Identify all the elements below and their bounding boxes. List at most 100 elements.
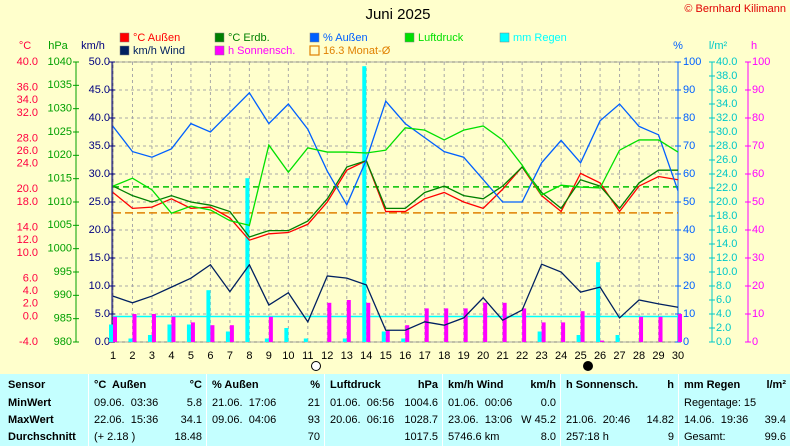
x-tick-label: 21 (497, 350, 509, 362)
cell-right: 8.0 (540, 431, 556, 443)
bar (615, 335, 620, 342)
column-separator (442, 374, 443, 446)
bar (576, 335, 581, 342)
bar (268, 316, 273, 342)
y-tick-label: 20 (752, 280, 764, 292)
x-tick-label: 10 (282, 350, 294, 362)
cell-left: 01.06. 06:56 (330, 397, 395, 409)
stats-table: Sensor °C Außen °C % Außen% Luftdruck hPa km/h… (0, 374, 790, 446)
y-tick-label: 70 (683, 140, 695, 152)
cell-left: 23.06. 13:06 (448, 414, 513, 426)
bar (245, 178, 250, 342)
y-tick-label: 24.0 (716, 168, 737, 180)
cell-left: 14.06. 19:36 (684, 414, 749, 426)
y-tick-label: 70 (752, 140, 764, 152)
y-tick-label: 12.0 (17, 234, 38, 246)
y-tick-label: 8.0 (716, 280, 731, 292)
bar (401, 338, 406, 342)
y-tick-label: 1030 (48, 103, 72, 115)
legend-label: °C Erdb. (228, 32, 270, 44)
y-tick-label: 50.0 (89, 56, 110, 68)
line (112, 263, 679, 331)
bar (109, 324, 113, 342)
x-tick-label: 13 (341, 350, 353, 362)
bar (210, 325, 215, 342)
y-tick-label: 995 (54, 266, 72, 278)
x-tick-label: 15 (380, 350, 392, 362)
x-tick-label: 30 (672, 350, 684, 362)
bar (385, 330, 390, 342)
x-tick-label: 26 (594, 350, 606, 362)
y-tick-label: 35.0 (89, 140, 110, 152)
cell-right: 1017.5 (404, 431, 438, 443)
y-tick-label: 0.0 (716, 336, 731, 348)
cell-left: 01.06. 00:06 (448, 397, 513, 409)
x-tick-label: 23 (535, 350, 547, 362)
y-tick-label: 20 (683, 280, 695, 292)
y-tick-label: 10.0 (716, 266, 737, 278)
y-tick-label: 1020 (48, 149, 72, 161)
y-tick-label: 40.0 (716, 56, 737, 68)
bar (132, 314, 137, 342)
legend-label: 16.3 Monat-Ø (323, 45, 391, 57)
bar (405, 325, 410, 342)
x-tick-label: 22 (516, 350, 528, 362)
x-tick-label: 25 (574, 350, 586, 362)
legend-swatch (309, 32, 320, 43)
x-tick-label: 14 (360, 350, 372, 362)
cell-right: 70 (307, 431, 320, 443)
legend-label: Luftdruck (418, 32, 464, 44)
cell-right: l/m² (766, 379, 786, 391)
row-label: MaxWert (8, 414, 54, 426)
bar (284, 328, 289, 342)
x-tick-label: 24 (555, 350, 567, 362)
y-tick-label: 50 (683, 196, 695, 208)
bar (463, 308, 468, 342)
cell-left: 257:18 h (566, 431, 609, 443)
row-label: MinWert (8, 397, 52, 409)
cell-right: 9 (667, 431, 674, 443)
axis-unit: °C (19, 40, 31, 52)
legend-label: km/h Wind (133, 45, 185, 57)
copyright: © Bernhard Kilimann (684, 3, 786, 15)
y-tick-label: 80 (683, 112, 695, 124)
cell-right: 14.82 (646, 414, 674, 426)
x-tick-label: 29 (652, 350, 664, 362)
y-tick-label: 0.0 (23, 310, 38, 322)
y-tick-label: 80 (752, 112, 764, 124)
y-tick-label: 40 (752, 224, 764, 236)
legend-swatch (309, 45, 320, 56)
cell-right: 1028.7 (404, 414, 438, 426)
cell-left: 09.06. 03:36 (94, 397, 159, 409)
legend-swatch (499, 32, 510, 43)
y-tick-label: -4.0 (19, 336, 38, 348)
cell-left: 21.06. 17:06 (212, 397, 277, 409)
axis-unit: km/h (81, 40, 105, 52)
legend-swatch (119, 45, 130, 56)
legend-label: mm Regen (513, 32, 567, 44)
x-tick-label: 11 (302, 350, 313, 362)
legend-label: °C Außen (133, 32, 180, 44)
x-tick-label: 28 (633, 350, 645, 362)
y-tick-label: 36.0 (716, 84, 737, 96)
x-tick-label: 19 (458, 350, 470, 362)
cell-left: 09.06. 04:06 (212, 414, 277, 426)
cell-left: 20.06. 06:16 (330, 414, 395, 426)
y-tick-label: 28.0 (716, 140, 737, 152)
y-tick-label: 30 (752, 252, 764, 264)
bar (678, 314, 682, 342)
bar (167, 324, 172, 342)
cell-right: h (667, 379, 674, 391)
bar (580, 311, 585, 342)
x-tick-label: 27 (613, 350, 625, 362)
cell-left: (+ 2.18 ) (94, 431, 136, 443)
y-tick-label: 40.0 (89, 112, 110, 124)
bar (342, 338, 347, 342)
cell-left: mm Regen (684, 379, 741, 391)
y-tick-label: 1010 (48, 196, 72, 208)
row-label: Sensor (8, 379, 46, 391)
moon-new (311, 361, 321, 371)
legend-label: % Außen (323, 32, 368, 44)
y-tick-label: 10 (752, 308, 764, 320)
